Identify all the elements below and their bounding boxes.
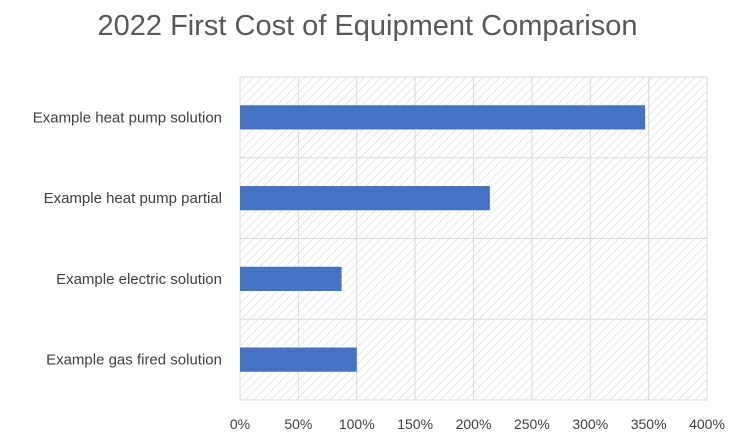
grid-lines: [239, 76, 708, 401]
category-label: Example heat pump solution: [33, 109, 222, 126]
category-labels: Example heat pump solution Example heat p…: [33, 109, 222, 368]
x-tick-label: 50%: [284, 416, 312, 432]
x-tick-label: 250%: [514, 416, 550, 432]
bar: [240, 105, 646, 130]
bar: [240, 186, 490, 211]
x-tick-label: 350%: [631, 416, 667, 432]
x-tick-label: 100%: [339, 416, 375, 432]
category-label: Example heat pump partial: [44, 190, 222, 207]
bar: [240, 266, 342, 291]
category-label: Example electric solution: [56, 271, 222, 288]
x-tick-label: 400%: [689, 416, 725, 432]
x-tick-label: 150%: [397, 416, 433, 432]
bars: [240, 105, 646, 372]
category-label: Example gas fired solution: [46, 352, 222, 369]
x-tick-label: 300%: [572, 416, 608, 432]
x-axis-tick-labels: 0% 50% 100% 150% 200% 250% 300% 350% 400%: [230, 416, 725, 432]
x-tick-label: 200%: [456, 416, 492, 432]
bar: [240, 347, 357, 372]
x-tick-label: 0%: [230, 416, 250, 432]
chart-title: 2022 First Cost of Equipment Comparison: [97, 10, 638, 42]
